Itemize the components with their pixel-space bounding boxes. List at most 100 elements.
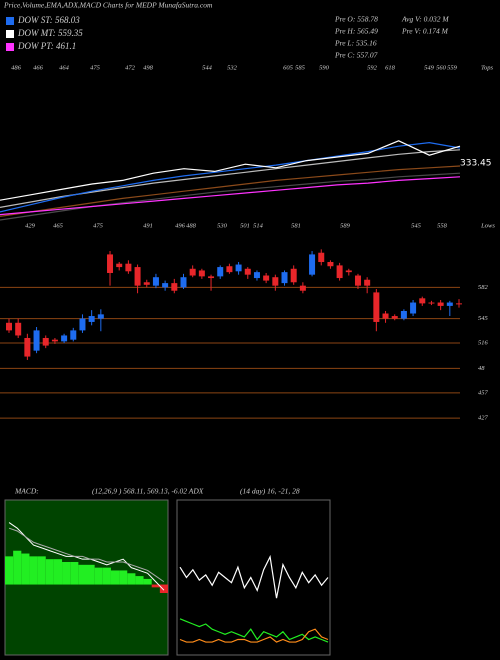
y-tick-label: 48 — [478, 365, 485, 372]
top-label: 498 — [143, 64, 154, 71]
y-tick-label: 516 — [478, 340, 489, 347]
candle-body — [88, 316, 95, 322]
candle-body — [354, 275, 361, 286]
candle-body — [400, 310, 407, 319]
hist-bar — [127, 573, 136, 585]
candle-body — [143, 282, 150, 285]
top-label: 590 — [319, 64, 330, 71]
candle-body — [51, 339, 58, 342]
hist-bar — [78, 564, 87, 585]
macd-line — [8, 527, 165, 583]
legend-swatch — [6, 30, 14, 38]
candle-body — [33, 330, 40, 351]
candle-body — [391, 316, 398, 319]
candle-body — [217, 267, 224, 277]
y-tick-label: 582 — [478, 284, 489, 291]
candle-body — [189, 268, 196, 276]
value-label: 333.45 — [460, 159, 492, 169]
low-label: 558 — [437, 222, 448, 229]
hist-bar — [62, 562, 71, 585]
y-tick-label: 457 — [478, 389, 489, 396]
legend-label: DOW MT: 559.35 — [17, 28, 83, 38]
top-label: 559 — [447, 64, 458, 71]
candle-body — [299, 285, 306, 291]
candle-body — [456, 303, 462, 305]
stat: Pre C: 557.07 — [334, 51, 378, 60]
hist-bar — [119, 570, 128, 585]
low-label: 589 — [340, 222, 351, 229]
macd-line — [8, 522, 165, 591]
macd-label: MACD: — [14, 487, 39, 496]
series-line — [0, 172, 461, 221]
stat: Pre L: 535.16 — [334, 39, 377, 48]
hist-bar — [53, 559, 63, 585]
legend-swatch — [6, 17, 14, 25]
stat: Pre V: 0.174 M — [401, 27, 449, 36]
candle-body — [152, 277, 159, 286]
candle-body — [15, 322, 22, 336]
low-label: 514 — [253, 222, 264, 229]
low-label: 581 — [291, 222, 301, 229]
hist-bar — [21, 553, 30, 585]
candle-body — [42, 337, 49, 346]
adx-params: (14 day) 16, -21, 28 — [240, 487, 300, 496]
candle-body — [382, 313, 389, 319]
candle-body — [318, 252, 325, 263]
hist-bar — [135, 576, 144, 585]
top-label: 618 — [385, 64, 396, 71]
candle-body — [79, 318, 86, 331]
y-tick-label: 545 — [478, 315, 489, 322]
series-line — [0, 165, 461, 217]
hist-bar — [143, 578, 152, 585]
hist-bar — [37, 556, 46, 585]
series-line — [0, 149, 461, 208]
low-label: 530 — [217, 222, 228, 229]
top-label: 549 — [424, 64, 435, 71]
low-label: 475 — [93, 222, 104, 229]
hist-bar — [29, 556, 38, 585]
top-label: 486 — [11, 64, 22, 71]
top-label: Tops — [481, 64, 494, 71]
candle-body — [198, 270, 205, 277]
candle-body — [24, 337, 31, 357]
top-label: 466 — [33, 64, 44, 71]
candle-body — [419, 298, 426, 304]
legend-swatch — [6, 43, 14, 51]
low-label: 491 — [143, 222, 153, 229]
candle-body — [364, 279, 371, 286]
candle-body — [61, 335, 68, 342]
low-label: 496 — [175, 222, 186, 229]
top-label: 592 — [367, 64, 378, 71]
series-line — [0, 140, 461, 201]
candle-body — [134, 267, 141, 286]
top-label: 472 — [125, 64, 136, 71]
candle-body — [327, 262, 334, 267]
legend-label: DOW PT: 461.1 — [17, 41, 76, 51]
candle-body — [244, 268, 251, 275]
candle-body — [410, 302, 417, 314]
candle-body — [97, 314, 104, 319]
top-label: 560 — [436, 64, 447, 71]
candle-body — [446, 302, 453, 306]
low-label: Lows — [480, 222, 495, 229]
hist-bar — [110, 570, 120, 585]
candle-body — [208, 276, 215, 279]
top-label: 475 — [90, 64, 101, 71]
series-line — [0, 176, 461, 216]
stat: Avg V: 0.032 M — [401, 15, 449, 24]
candle-body — [309, 254, 316, 275]
series-line — [179, 618, 329, 643]
low-label: 488 — [186, 222, 197, 229]
candle-body — [253, 272, 260, 279]
chart-title: Price,Volume,EMA,ADX,MACD Charts for MED… — [3, 1, 213, 10]
series-line — [179, 628, 329, 643]
top-label: 464 — [59, 64, 70, 71]
candle-body — [437, 302, 444, 306]
candle-body — [235, 264, 242, 272]
candle-body — [345, 270, 352, 273]
candle-body — [70, 330, 77, 340]
low-label: 545 — [411, 222, 422, 229]
candle-body — [6, 322, 12, 331]
hist-bar — [5, 556, 14, 585]
